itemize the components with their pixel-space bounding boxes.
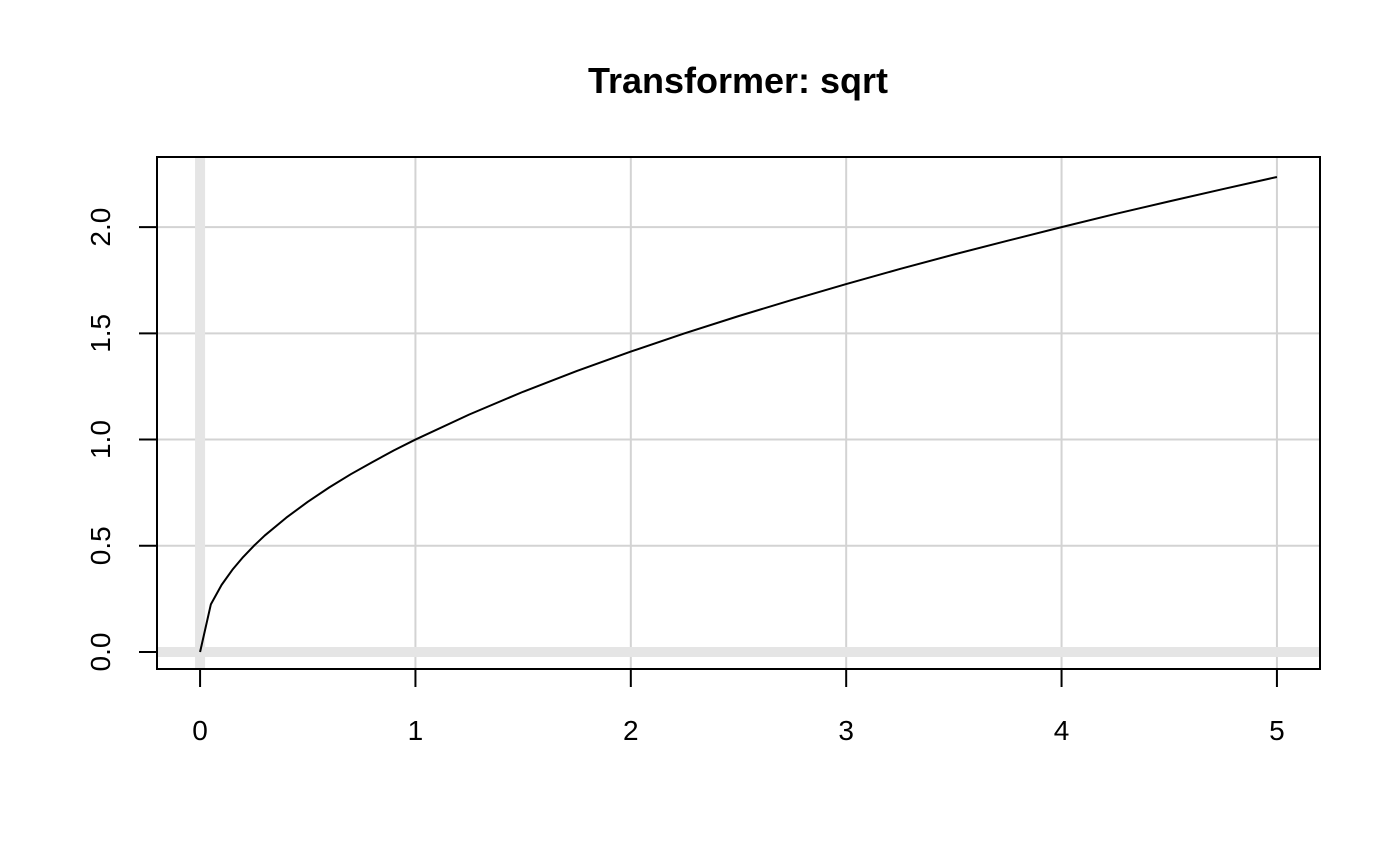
x-tick-label-3: 3 [838,715,854,746]
reference-lines [157,157,1320,669]
grid-layer [157,157,1320,669]
y-tick-label-0: 0.0 [85,633,116,672]
series-line-0 [199,175,1278,653]
chart-title: Transformer: sqrt [588,60,888,101]
y-axis: 0.0 0.5 1.0 1.5 2.0 [85,208,158,672]
y-tick-label-1: 0.5 [85,526,116,565]
x-tick-label-4: 4 [1054,715,1070,746]
y-tick-label-3: 1.5 [85,314,116,353]
x-tick-label-1: 1 [408,715,424,746]
y-tick-label-2: 1.0 [85,420,116,459]
x-tick-label-2: 2 [623,715,639,746]
plot-frame [156,156,1321,670]
x-tick-label-0: 0 [192,715,208,746]
x-tick-label-5: 5 [1269,715,1285,746]
y-tick-label-4: 2.0 [85,208,116,247]
x-axis: 0 1 2 3 4 5 [192,668,1285,746]
series-layer [199,175,1278,653]
